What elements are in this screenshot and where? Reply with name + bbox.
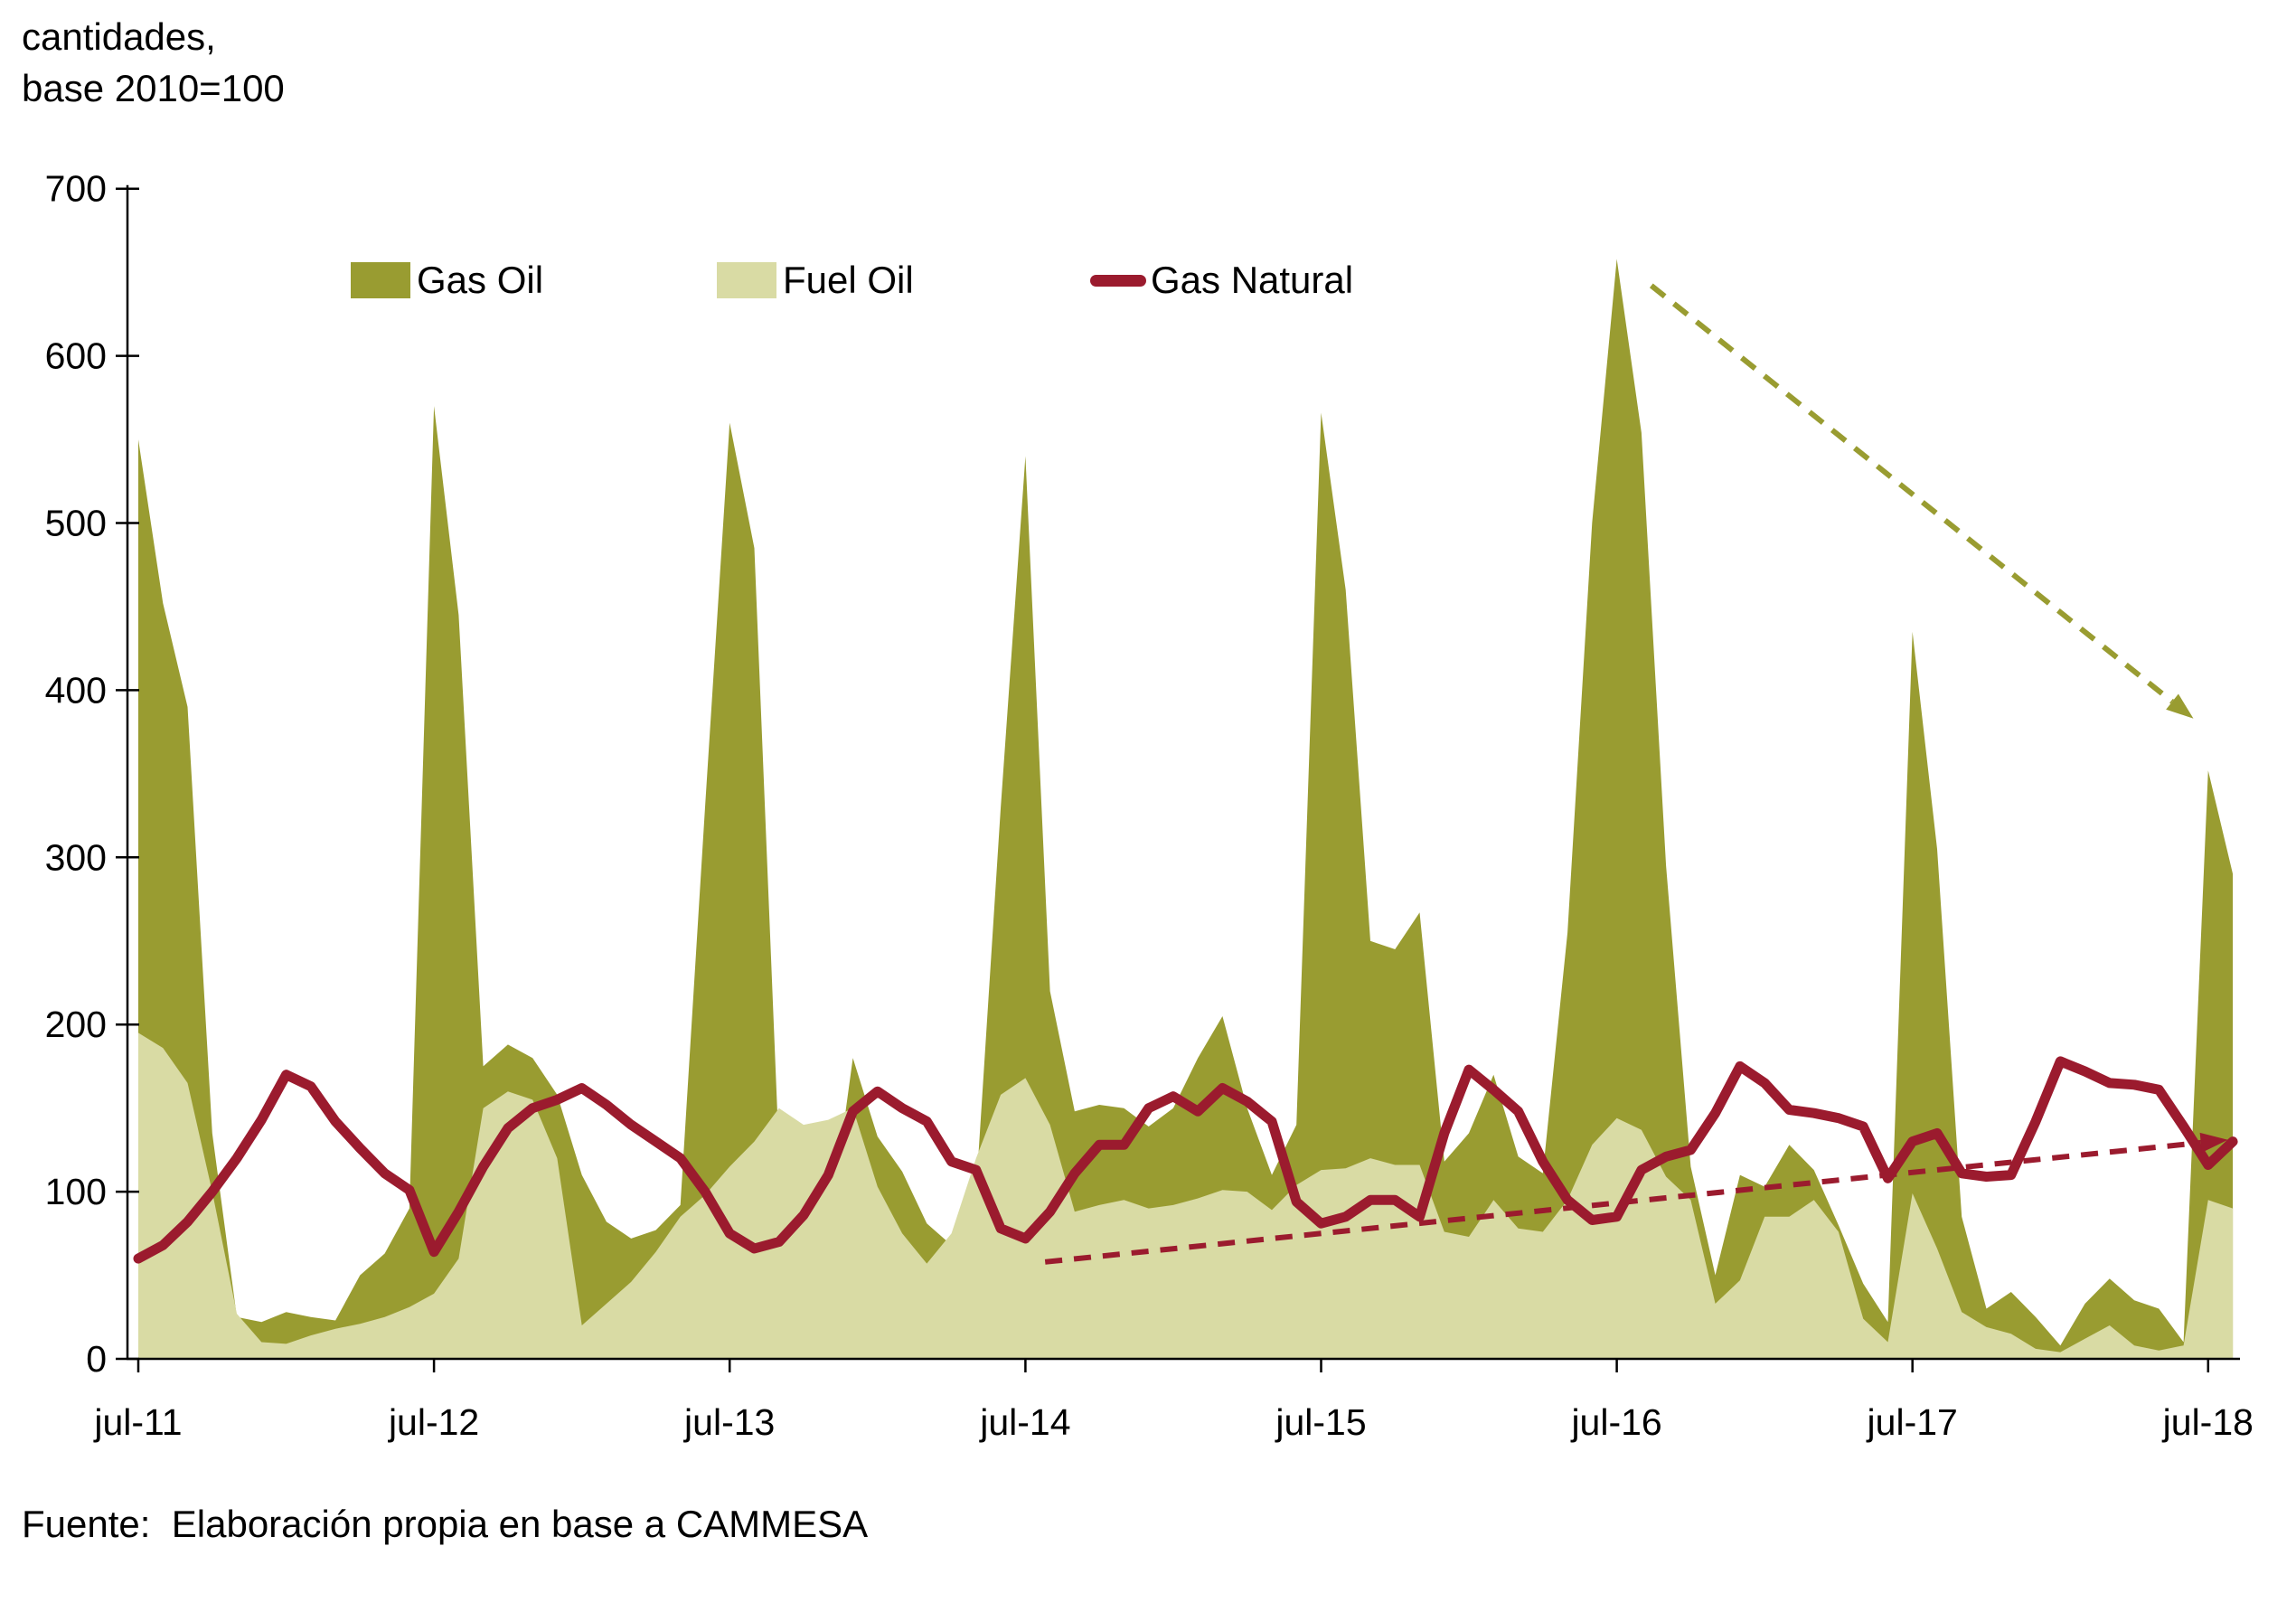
- y-tick-label: 100: [45, 1171, 107, 1212]
- gas-natural-swatch-icon: [1090, 274, 1146, 287]
- legend-label-gas-natural: Gas Natural: [1151, 259, 1354, 301]
- x-tick-label: jul-11: [93, 1401, 182, 1443]
- chart-title-line1: cantidades,: [22, 15, 216, 58]
- legend-item-fuel-oil: Fuel Oil: [717, 259, 914, 301]
- gas-natural-trend-arrow-head-icon: [2199, 1132, 2228, 1153]
- source-note: Fuente: Elaboración propia en base a CAM…: [22, 1503, 869, 1545]
- x-tick-label: jul-17: [1867, 1401, 1958, 1443]
- legend-label-fuel-oil: Fuel Oil: [783, 259, 914, 301]
- legend-item-gas-natural: Gas Natural: [1090, 259, 1354, 301]
- gas-natural-line: [133, 1056, 2238, 1264]
- y-tick-label: 600: [45, 335, 107, 377]
- x-tick-label: jul-15: [1275, 1401, 1366, 1443]
- gas-natural-trend-arrow: [1044, 1139, 2202, 1265]
- y-tick-label: 400: [45, 669, 107, 711]
- y-tick-label: 300: [45, 836, 107, 878]
- gas-oil-swatch-icon: [351, 262, 410, 298]
- x-tick-label: jul-13: [683, 1401, 775, 1443]
- legend-label-gas-oil: Gas Oil: [417, 259, 544, 301]
- x-tick-label: jul-14: [979, 1401, 1070, 1443]
- gas-oil-trend-arrow-head-icon: [2166, 693, 2194, 719]
- fuel-oil-swatch-icon: [717, 262, 776, 298]
- chart-title-line2: base 2010=100: [22, 67, 285, 110]
- x-tick-label: jul-16: [1570, 1401, 1661, 1443]
- fuel-oil-area: [138, 1032, 2234, 1359]
- x-tick-label: jul-18: [2162, 1401, 2254, 1443]
- y-tick-label: 200: [45, 1004, 107, 1045]
- x-tick-label: jul-12: [388, 1401, 479, 1443]
- gas-oil-area: [138, 259, 2234, 1359]
- legend-item-gas-oil: Gas Oil: [351, 259, 544, 301]
- y-tick-label: 700: [45, 168, 107, 210]
- y-tick-label: 500: [45, 503, 107, 544]
- gas-oil-trend-arrow: [1649, 283, 2174, 704]
- y-tick-label: 0: [86, 1338, 107, 1380]
- chart-title: cantidades, base 2010=100: [22, 11, 285, 114]
